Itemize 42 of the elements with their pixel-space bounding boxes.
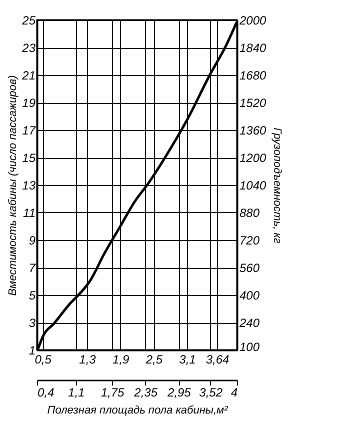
- y2-tick-label: 1200: [240, 151, 267, 165]
- y2-tick-label: 1040: [240, 178, 267, 192]
- x-tick-label: 2,35: [133, 386, 158, 400]
- y2-tick-label: 880: [240, 206, 260, 220]
- y-tick-label: 13: [22, 178, 36, 192]
- x2-tick-label: 0,5: [34, 352, 52, 366]
- y2-tick-label: 100: [240, 340, 260, 354]
- y2-tick-label: 720: [240, 234, 260, 248]
- y-tick-label: 21: [21, 68, 36, 82]
- x-axis-title: Полезная площадь пола кабины,м²: [47, 404, 228, 416]
- y2-tick-label: 1360: [240, 124, 267, 138]
- y-tick-label: 5: [28, 288, 36, 302]
- y2-tick-label: 1840: [240, 41, 267, 55]
- x-tick-label: 4: [230, 386, 238, 400]
- y-tick-label: 23: [21, 41, 36, 55]
- x-tick-label: 3,52: [199, 386, 223, 400]
- x2-tick-label: 2,5: [144, 352, 163, 366]
- y-tick-label: 9: [28, 234, 36, 248]
- y-tick-label: 7: [28, 261, 37, 275]
- y2-tick-label: 1520: [240, 96, 267, 110]
- y2-tick-label: 2000: [238, 14, 267, 28]
- x2-tick-label: 1,3: [79, 352, 96, 366]
- y2-tick-label: 1680: [240, 68, 267, 82]
- x2-tick-label: 3,64: [206, 352, 230, 366]
- y-tick-label: 1: [28, 344, 36, 358]
- x2-tick-label: 1,9: [112, 352, 130, 366]
- x2-tick-label: 3,1: [179, 352, 196, 366]
- y-tick-label: 15: [22, 151, 36, 165]
- y2-tick-label: 240: [238, 316, 260, 330]
- y2-tick-label: 400: [240, 288, 260, 302]
- x-tick-label: 1,75: [100, 386, 124, 400]
- x-tick-label: 1,1: [68, 386, 85, 400]
- y-tick-label: 11: [23, 206, 36, 220]
- y-tick-label: 17: [22, 124, 37, 138]
- y-tick-label: 19: [22, 96, 36, 110]
- x-tick-label: 0,4: [38, 386, 55, 400]
- y-tick-label: 3: [28, 316, 36, 330]
- y2-tick-label: 560: [240, 261, 260, 275]
- y2-axis-title: Грузоподъемность, кг: [271, 128, 284, 244]
- y-tick-label: 25: [21, 14, 36, 28]
- x-tick-label: 2,95: [166, 386, 192, 400]
- y-axis-title: Вместимость кабины (число пассажиров): [7, 74, 20, 296]
